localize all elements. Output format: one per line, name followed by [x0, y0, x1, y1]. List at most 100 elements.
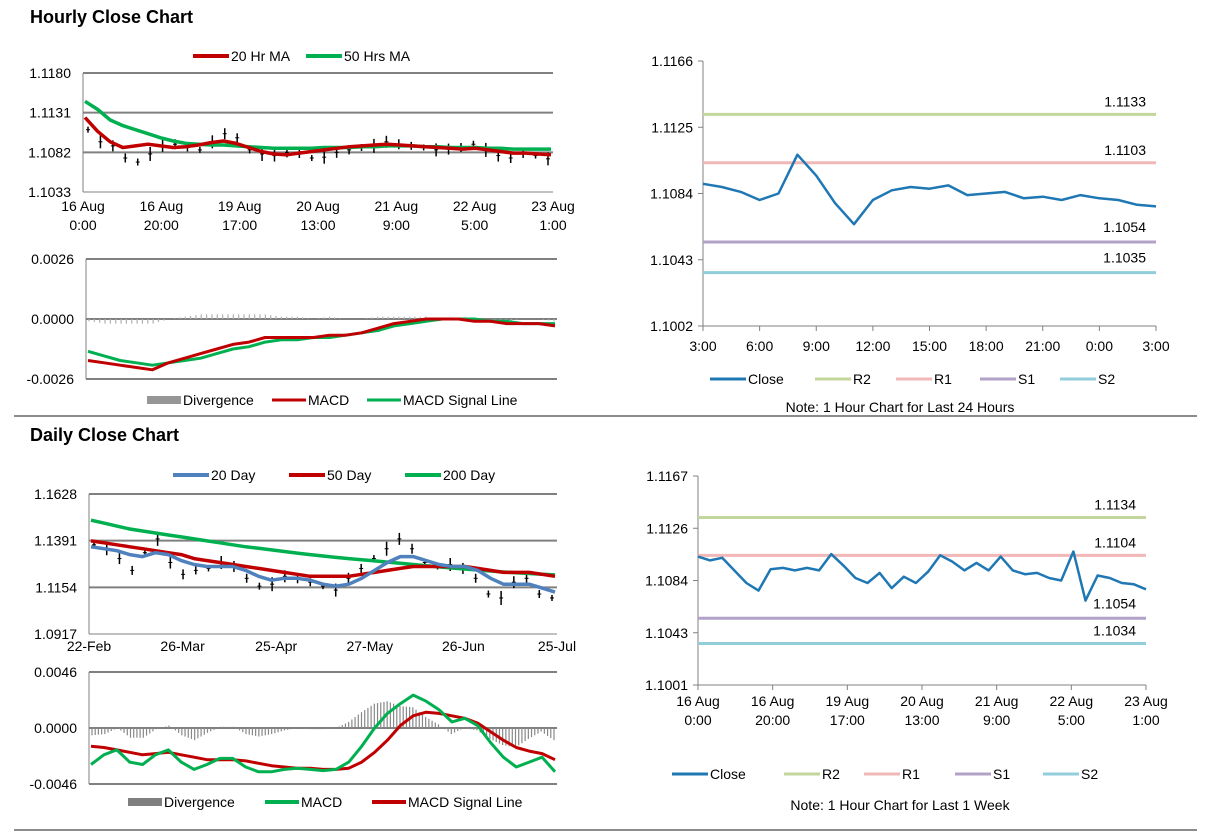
x-tick-label: 13:00: [300, 217, 335, 233]
x-tick-label: 9:00: [983, 712, 1010, 728]
close-line: [697, 550, 1147, 602]
x-tick-label: 18:00: [969, 338, 1004, 354]
y-tick-label: 0.0046: [34, 664, 77, 680]
x-tick-label: 20 Aug: [900, 693, 944, 709]
y-tick-label: 1.1082: [28, 144, 71, 160]
legend-r2-label: R2: [853, 371, 871, 387]
chart-note: Note: 1 Hour Chart for Last 24 Hours: [786, 399, 1015, 415]
y-tick-label: -0.0026: [27, 371, 75, 387]
y-tick-label: 1.0917: [34, 626, 77, 642]
x-tick-label: 3:00: [689, 338, 716, 354]
ma-line-20-day: [90, 545, 556, 594]
x-tick-label: 25-Apr: [255, 638, 297, 654]
y-tick-label: -0.0046: [30, 776, 78, 792]
level-label-s1: 1.1054: [1103, 219, 1146, 235]
legend-s1-label: S1: [1018, 371, 1035, 387]
level-label-s2: 1.1034: [1093, 622, 1136, 638]
y-tick-label: 1.1166: [651, 53, 693, 69]
section-divider: [14, 415, 1197, 417]
legend-200-day-label: 200 Day: [443, 467, 495, 483]
y-tick-label: 1.1125: [651, 119, 693, 135]
level-label-s1: 1.1054: [1093, 595, 1136, 611]
legend-macd-signal-label: MACD Signal Line: [403, 392, 518, 408]
x-tick-label: 22-Feb: [67, 638, 112, 654]
x-tick-label: 17:00: [830, 712, 865, 728]
macd-signal-line: [90, 710, 556, 771]
x-tick-label: 1:00: [1132, 712, 1159, 728]
y-tick-label: 0.0000: [34, 720, 77, 736]
legend-20hr-ma-label: 20 Hr MA: [231, 48, 291, 64]
y-tick-label: 0.0000: [31, 311, 74, 327]
y-tick-label: 1.1043: [645, 625, 688, 641]
level-label-r1: 1.1103: [1104, 142, 1146, 158]
legend-divergence-label: Divergence: [183, 392, 254, 408]
x-tick-label: 0:00: [69, 217, 96, 233]
y-tick-label: 1.1167: [646, 468, 688, 484]
daily-price-chart: 1.1628 1.1391 1.1154 1.0917 20 Day 50 Day 200 …: [34, 467, 576, 654]
x-tick-label: 22 Aug: [453, 198, 497, 214]
x-tick-label: 12:00: [855, 338, 890, 354]
x-tick-label: 20:00: [144, 217, 179, 233]
hourly-levels-chart: 1.1166 1.1125 1.1084 1.1043 1.1002 1.1133 1.11…: [650, 53, 1170, 415]
legend-divergence-swatch: [128, 798, 162, 806]
level-label-r2: 1.1134: [1094, 497, 1136, 513]
legend-r1-label: R1: [902, 766, 920, 782]
y-tick-label: 1.1084: [650, 186, 693, 202]
hourly-price-chart: 1.1180 1.1131 1.1082 1.1033 20 Hr MA 50 Hrs M…: [28, 48, 575, 233]
y-tick-label: 1.1180: [29, 65, 71, 81]
x-tick-label: 16 Aug: [140, 198, 184, 214]
y-tick-label: 1.1126: [646, 520, 688, 536]
x-tick-label: 15:00: [912, 338, 947, 354]
x-tick-label: 16 Aug: [751, 693, 795, 709]
chart-note: Note: 1 Hour Chart for Last 1 Week: [790, 797, 1010, 813]
x-tick-label: 19 Aug: [826, 693, 870, 709]
hourly-section-title: Hourly Close Chart: [30, 7, 194, 27]
legend-divergence-swatch: [147, 396, 181, 404]
y-tick-label: 1.1002: [650, 318, 693, 334]
x-tick-label: 5:00: [461, 217, 488, 233]
legend-r2-label: R2: [822, 766, 840, 782]
legend-s1-label: S1: [993, 766, 1010, 782]
daily-macd-chart: 0.0046 0.0000 -0.0046 Divergence MACD MACD Si…: [30, 664, 557, 810]
close-line: [702, 153, 1157, 226]
x-tick-label: 21 Aug: [375, 198, 419, 214]
weekly-levels-chart: 1.1167 1.1126 1.1084 1.1043 1.1001 1.1134 1.11…: [645, 468, 1168, 813]
x-tick-label: 26-Jun: [442, 638, 485, 654]
ma-line-50-hrs-ma: [84, 99, 551, 151]
x-tick-label: 6:00: [746, 338, 773, 354]
legend-macd-signal-label: MACD Signal Line: [408, 794, 523, 810]
y-tick-label: 1.1154: [35, 579, 77, 595]
legend-divergence-label: Divergence: [164, 794, 235, 810]
x-tick-label: 23 Aug: [531, 198, 575, 214]
x-tick-label: 23 Aug: [1124, 693, 1168, 709]
legend-macd-label: MACD: [301, 794, 342, 810]
x-tick-label: 9:00: [803, 338, 830, 354]
x-tick-label: 21:00: [1025, 338, 1060, 354]
macd-signal-line: [87, 317, 555, 367]
x-tick-label: 16 Aug: [61, 198, 105, 214]
x-tick-label: 1:00: [539, 217, 566, 233]
level-label-s2: 1.1035: [1103, 250, 1146, 266]
x-tick-label: 17:00: [222, 217, 257, 233]
legend-50-day-label: 50 Day: [327, 467, 371, 483]
x-tick-label: 3:00: [1142, 338, 1169, 354]
ma-line-50-day: [90, 539, 556, 579]
x-tick-label: 5:00: [1058, 712, 1085, 728]
x-tick-label: 9:00: [383, 217, 410, 233]
x-tick-label: 16 Aug: [676, 693, 720, 709]
level-label-r1: 1.1104: [1094, 534, 1136, 550]
y-tick-label: 0.0026: [31, 251, 74, 267]
macd-line: [90, 693, 557, 774]
x-tick-label: 25-Jul: [538, 638, 576, 654]
hourly-macd-chart: 0.0026 0.0000 -0.0026 Divergence MACD MACD Si…: [27, 251, 557, 408]
daily-section-title: Daily Close Chart: [30, 425, 180, 445]
legend-close-label: Close: [710, 766, 746, 782]
legend-r1-label: R1: [934, 371, 952, 387]
level-label-r2: 1.1133: [1104, 93, 1146, 109]
y-tick-label: 1.1001: [645, 677, 688, 693]
x-tick-label: 22 Aug: [1050, 693, 1094, 709]
x-tick-label: 19 Aug: [218, 198, 262, 214]
legend-20-day-label: 20 Day: [211, 467, 255, 483]
x-tick-label: 0:00: [1086, 338, 1113, 354]
y-tick-label: 1.1391: [34, 533, 77, 549]
